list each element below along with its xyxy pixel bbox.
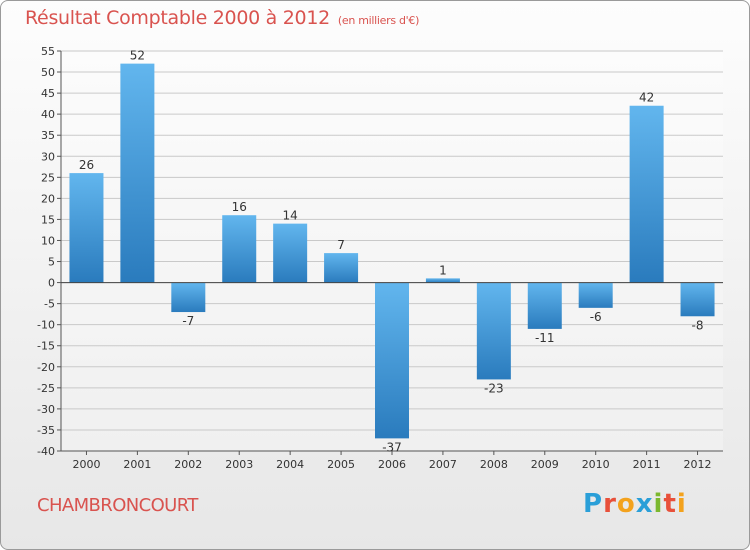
- y-tick-label: 40: [41, 108, 55, 121]
- y-tick-label: -5: [44, 298, 55, 311]
- unit-label: (en milliers d'€): [337, 14, 420, 27]
- data-label-2001: 52: [130, 49, 145, 63]
- data-label-2000: 26: [79, 158, 94, 172]
- data-label-2007: 1: [439, 263, 447, 277]
- y-tick-label: 45: [41, 87, 55, 100]
- chart-title-text: Résultat Comptable 2000 à 2012: [25, 7, 330, 29]
- x-tick-label: 2006: [378, 458, 406, 471]
- bar-2006: [375, 282, 409, 439]
- y-tick-label: 35: [41, 129, 55, 142]
- y-tick-label: 0: [48, 277, 55, 290]
- x-tick-label: 2000: [72, 458, 100, 471]
- bar-2002: [171, 282, 206, 313]
- x-tick-label: 2002: [174, 458, 202, 471]
- y-tick-label: -40: [37, 445, 55, 458]
- logo-letter-5: t: [663, 489, 677, 519]
- bar-2000: [69, 173, 104, 283]
- proxiti-logo: Proxiti: [583, 489, 687, 519]
- bar-2011: [629, 105, 664, 283]
- bar-2005: [324, 253, 359, 283]
- data-label-2006: -37: [382, 440, 402, 454]
- x-tick-label: 2005: [327, 458, 355, 471]
- y-tick-label: 25: [41, 171, 55, 184]
- x-tick-label: 2011: [633, 458, 661, 471]
- x-tick-label: 2007: [429, 458, 457, 471]
- logo-letter-3: x: [635, 489, 654, 519]
- logo-letter-2: o: [616, 489, 636, 519]
- data-label-2011: 42: [639, 91, 654, 105]
- x-tick-label: 2008: [480, 458, 508, 471]
- bar-2008: [476, 282, 511, 380]
- y-tick-label: 10: [41, 234, 55, 247]
- logo-letter-0: P: [583, 489, 604, 519]
- bar-2003: [222, 215, 257, 283]
- y-tick-label: 30: [41, 150, 55, 163]
- bar-2001: [120, 63, 155, 283]
- x-tick-label: 2010: [582, 458, 610, 471]
- x-tick-label: 2004: [276, 458, 304, 471]
- commune-name: CHAMBRONCOURT: [37, 495, 198, 516]
- logo-letter-6: i: [676, 489, 687, 519]
- bar-2010: [578, 282, 613, 308]
- data-label-2010: -6: [590, 310, 602, 324]
- y-tick-label: -10: [37, 319, 55, 332]
- y-tick-label: 50: [41, 66, 55, 79]
- y-tick-label: 5: [48, 256, 55, 269]
- y-tick-label: -25: [37, 382, 55, 395]
- data-label-2012: -8: [692, 318, 704, 332]
- bar-2004: [273, 223, 308, 283]
- y-tick-label: 20: [41, 192, 55, 205]
- x-tick-label: 2012: [684, 458, 712, 471]
- data-label-2003: 16: [232, 200, 247, 214]
- y-tick-label: 15: [41, 213, 55, 226]
- bar-2009: [527, 282, 562, 329]
- bar-2007: [425, 278, 460, 283]
- bar-2012: [680, 282, 715, 317]
- data-label-2008: -23: [484, 381, 504, 395]
- data-label-2002: -7: [182, 314, 194, 328]
- logo-letter-4: i: [653, 489, 664, 519]
- x-tick-label: 2003: [225, 458, 253, 471]
- x-tick-label: 2001: [123, 458, 151, 471]
- y-tick-label: -35: [37, 424, 55, 437]
- data-label-2009: -11: [535, 331, 555, 345]
- y-tick-label: 55: [41, 45, 55, 58]
- logo-letter-1: r: [603, 489, 617, 519]
- y-tick-label: -30: [37, 403, 55, 416]
- y-tick-label: -15: [37, 340, 55, 353]
- x-tick-label: 2009: [531, 458, 559, 471]
- data-label-2005: 7: [337, 238, 345, 252]
- y-tick-label: -20: [37, 361, 55, 374]
- data-label-2004: 14: [283, 209, 298, 223]
- chart-title: Résultat Comptable 2000 à 2012 (en millie…: [25, 7, 419, 29]
